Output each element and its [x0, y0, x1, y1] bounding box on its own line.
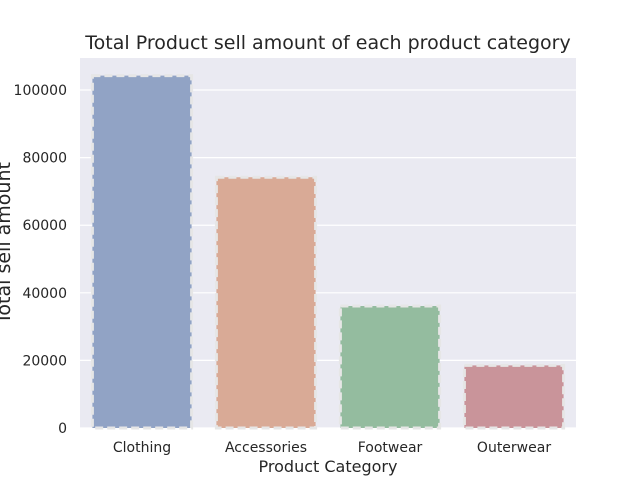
x-tick-label: Clothing: [113, 440, 171, 456]
x-axis-label: Product Category: [259, 457, 398, 476]
y-tick-label: 80000: [22, 151, 67, 167]
y-tick-label: 60000: [22, 218, 67, 234]
y-tick-label: 40000: [22, 286, 67, 302]
chart-title: Total Product sell amount of each produc…: [84, 32, 570, 54]
y-tick-label: 100000: [14, 83, 67, 99]
y-tick-label: 0: [58, 421, 67, 437]
x-tick-labels: Clothing Accessories Footwear Outerwear: [113, 440, 551, 456]
y-axis-label: Total sell amount: [0, 162, 15, 325]
bar: [90, 74, 194, 430]
bar: [462, 363, 566, 430]
y-tick-label: 20000: [22, 353, 67, 369]
bars: [90, 74, 566, 430]
bar: [338, 304, 442, 430]
y-tick-labels: 0 20000 40000 60000 80000 100000: [14, 83, 67, 437]
x-tick-label: Accessories: [225, 440, 307, 456]
bar: [214, 175, 318, 430]
x-tick-label: Outerwear: [477, 440, 551, 456]
x-tick-label: Footwear: [358, 440, 423, 456]
